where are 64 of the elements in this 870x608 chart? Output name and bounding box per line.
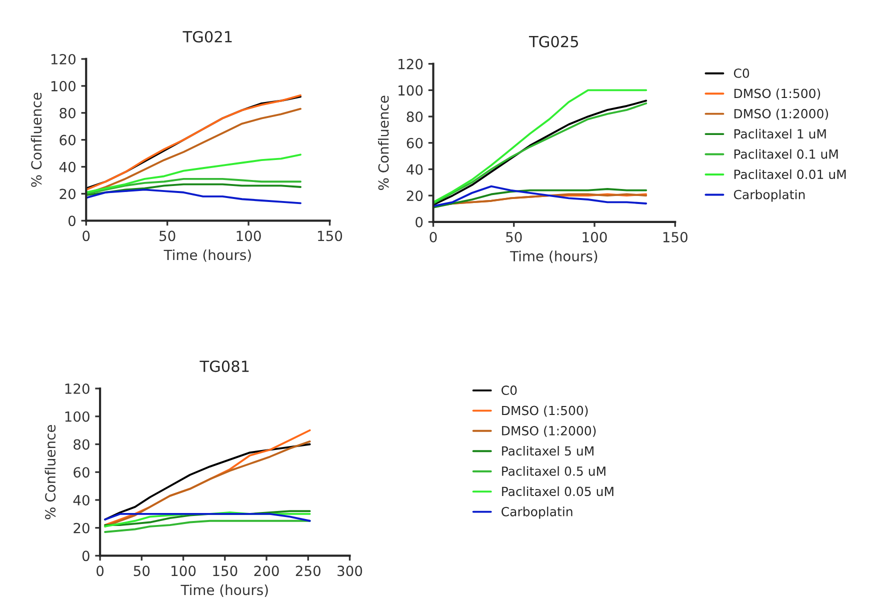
legend-label: DMSO (1:500) (734, 88, 820, 100)
y-axis-title: % Confluence (30, 92, 42, 187)
x-tick-label: 50 (160, 230, 176, 242)
legend-label: C0 (502, 386, 517, 396)
x-tick-label: 0 (96, 566, 104, 576)
chart-title: TG021 (182, 30, 232, 43)
x-tick-label: 250 (296, 566, 320, 576)
y-tick-label: 100 (398, 85, 423, 96)
legend-label: Paclitaxel 0.05 uM (502, 486, 614, 496)
x-tick-label: 50 (134, 566, 150, 576)
chart-title: TG025 (528, 36, 578, 48)
legend-label: Paclitaxel 0.1 uM (734, 149, 838, 159)
x-tick-label: 100 (582, 232, 607, 242)
legend-label: Paclitaxel 0.5 uM (502, 466, 606, 476)
y-axis-title: % Confluence (378, 96, 389, 190)
line-series (104, 520, 311, 533)
y-tick-label: 0 (416, 216, 423, 228)
legend-label: DMSO (1:2000) (502, 426, 596, 437)
legend-label: DMSO (1:2000) (734, 108, 828, 120)
x-axis-title: Time (hours) (510, 250, 598, 264)
line-series (86, 154, 302, 194)
y-tick-label: 40 (406, 164, 423, 175)
legend-label: Paclitaxel 0.01 uM (734, 169, 846, 180)
x-axis-title: Time (hours) (180, 584, 268, 597)
y-tick-label: 120 (65, 383, 90, 394)
line-series (104, 512, 311, 522)
x-tick-label: 50 (506, 232, 522, 242)
x-tick-label: 150 (318, 230, 342, 242)
x-tick-label: 150 (663, 232, 688, 242)
x-tick-label: 150 (213, 566, 238, 576)
x-tick-label: 100 (236, 230, 261, 242)
x-tick-label: 0 (430, 232, 437, 242)
y-tick-label: 120 (51, 54, 76, 64)
x-tick-label: 300 (338, 566, 362, 576)
line-series (86, 178, 302, 195)
chart-title: TG081 (200, 360, 249, 372)
y-tick-label: 0 (68, 216, 76, 226)
y-tick-label: 40 (59, 162, 76, 172)
y-tick-label: 20 (406, 190, 423, 202)
legend-label: Carboplatin (734, 190, 805, 202)
x-tick-label: 100 (172, 566, 196, 576)
line-series (86, 183, 302, 196)
x-axis-title: Time (hours) (164, 249, 251, 262)
y-tick-label: 60 (60, 134, 76, 146)
y-tick-label: 60 (406, 138, 423, 148)
y-tick-label: 60 (74, 467, 90, 478)
y-tick-label: 20 (74, 522, 90, 534)
y-tick-label: 20 (60, 188, 76, 200)
y-tick-label: 80 (74, 439, 90, 450)
y-tick-label: 120 (398, 58, 423, 70)
y-tick-label: 80 (406, 112, 423, 122)
legend-label: DMSO (1:500) (502, 406, 588, 417)
legend-label: Paclitaxel 5 uM (502, 446, 594, 456)
legend-label: Paclitaxel 1 uM (734, 128, 826, 139)
y-tick-label: 80 (60, 108, 76, 118)
x-tick-label: 200 (254, 566, 279, 576)
y-axis-title: % Confluence (44, 425, 56, 520)
y-tick-label: 0 (82, 550, 90, 562)
line-series (86, 188, 302, 204)
legend-label: Carboplatin (502, 506, 572, 519)
legend-label: C0 (734, 68, 750, 78)
y-tick-label: 100 (51, 80, 76, 92)
y-tick-label: 100 (65, 411, 90, 422)
y-tick-label: 40 (73, 494, 90, 506)
